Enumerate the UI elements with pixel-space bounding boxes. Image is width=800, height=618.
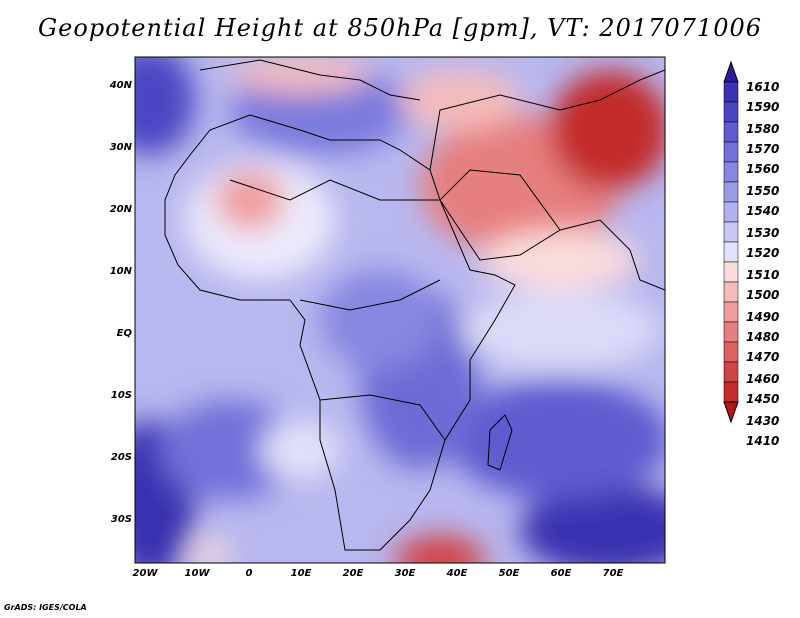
colorbar-label: 1490 — [746, 310, 780, 324]
grads-credit: GrADS: IGES/COLA — [4, 603, 87, 612]
colorbar-swatch — [723, 221, 739, 243]
colorbar-swatch — [723, 361, 739, 383]
colorbar-top-arrow — [723, 60, 739, 83]
colorbar-label: 1520 — [746, 246, 780, 260]
colorbar-label: 1430 — [746, 414, 780, 428]
colorbar-swatch — [723, 141, 739, 163]
lon-label: 0 — [245, 568, 253, 579]
lon-label: 20E — [342, 568, 364, 579]
colorbar-swatch — [723, 321, 739, 343]
lat-label: 10N — [109, 266, 132, 277]
colorbar-swatch — [723, 161, 739, 183]
colorbar-label: 1570 — [746, 142, 780, 156]
colorbar-swatch — [723, 241, 739, 263]
lat-label: EQ — [116, 328, 132, 339]
lon-label: 70E — [602, 568, 624, 579]
lat-label: 40N — [109, 80, 132, 91]
lon-label: 40E — [446, 568, 468, 579]
colorbar-swatch — [723, 181, 739, 203]
lat-label: 10S — [110, 390, 132, 401]
colorbar-swatch — [723, 101, 739, 123]
lat-label: 20N — [109, 204, 132, 215]
lat-label: 30S — [110, 514, 132, 525]
map-title: Geopotential Height at 850hPa [gpm], VT:… — [38, 14, 762, 42]
colorbar-label: 1540 — [746, 204, 780, 218]
colorbar-label: 1610 — [746, 80, 780, 94]
colorbar-swatch — [723, 81, 739, 103]
lon-label: 50E — [498, 568, 520, 579]
colorbar-label: 1550 — [746, 184, 780, 198]
coastline — [164, 59, 665, 551]
colorbar-label: 1410 — [746, 434, 780, 448]
colorbar-label: 1580 — [746, 122, 780, 136]
colorbar-label: 1500 — [746, 288, 780, 302]
colorbar-label: 1450 — [746, 392, 780, 406]
plot-frame — [134, 56, 666, 564]
colorbar-bottom-arrow — [723, 401, 739, 424]
colorbar-label: 1530 — [746, 226, 780, 240]
colorbar-label: 1470 — [746, 350, 780, 364]
colorbar-swatch — [723, 381, 739, 403]
colorbar-label: 1460 — [746, 372, 780, 386]
colorbar-swatch — [723, 201, 739, 223]
lat-label: 20S — [110, 452, 132, 463]
colorbar-swatch — [723, 281, 739, 303]
colorbar-label: 1560 — [746, 162, 780, 176]
lon-label: 10E — [290, 568, 312, 579]
colorbar-swatch — [723, 301, 739, 323]
colorbar — [723, 60, 739, 424]
colorbar-swatch — [723, 261, 739, 283]
colorbar-swatch — [723, 121, 739, 143]
colorbar-label: 1590 — [746, 100, 780, 114]
lon-label: 20W — [132, 568, 158, 579]
colorbar-label: 1510 — [746, 268, 780, 282]
lat-label: 30N — [109, 142, 132, 153]
lon-label: 30E — [394, 568, 416, 579]
lon-label: 60E — [550, 568, 572, 579]
lon-label: 10W — [184, 568, 210, 579]
height-field — [135, 57, 665, 563]
colorbar-label: 1480 — [746, 330, 780, 344]
colorbar-swatch — [723, 341, 739, 363]
